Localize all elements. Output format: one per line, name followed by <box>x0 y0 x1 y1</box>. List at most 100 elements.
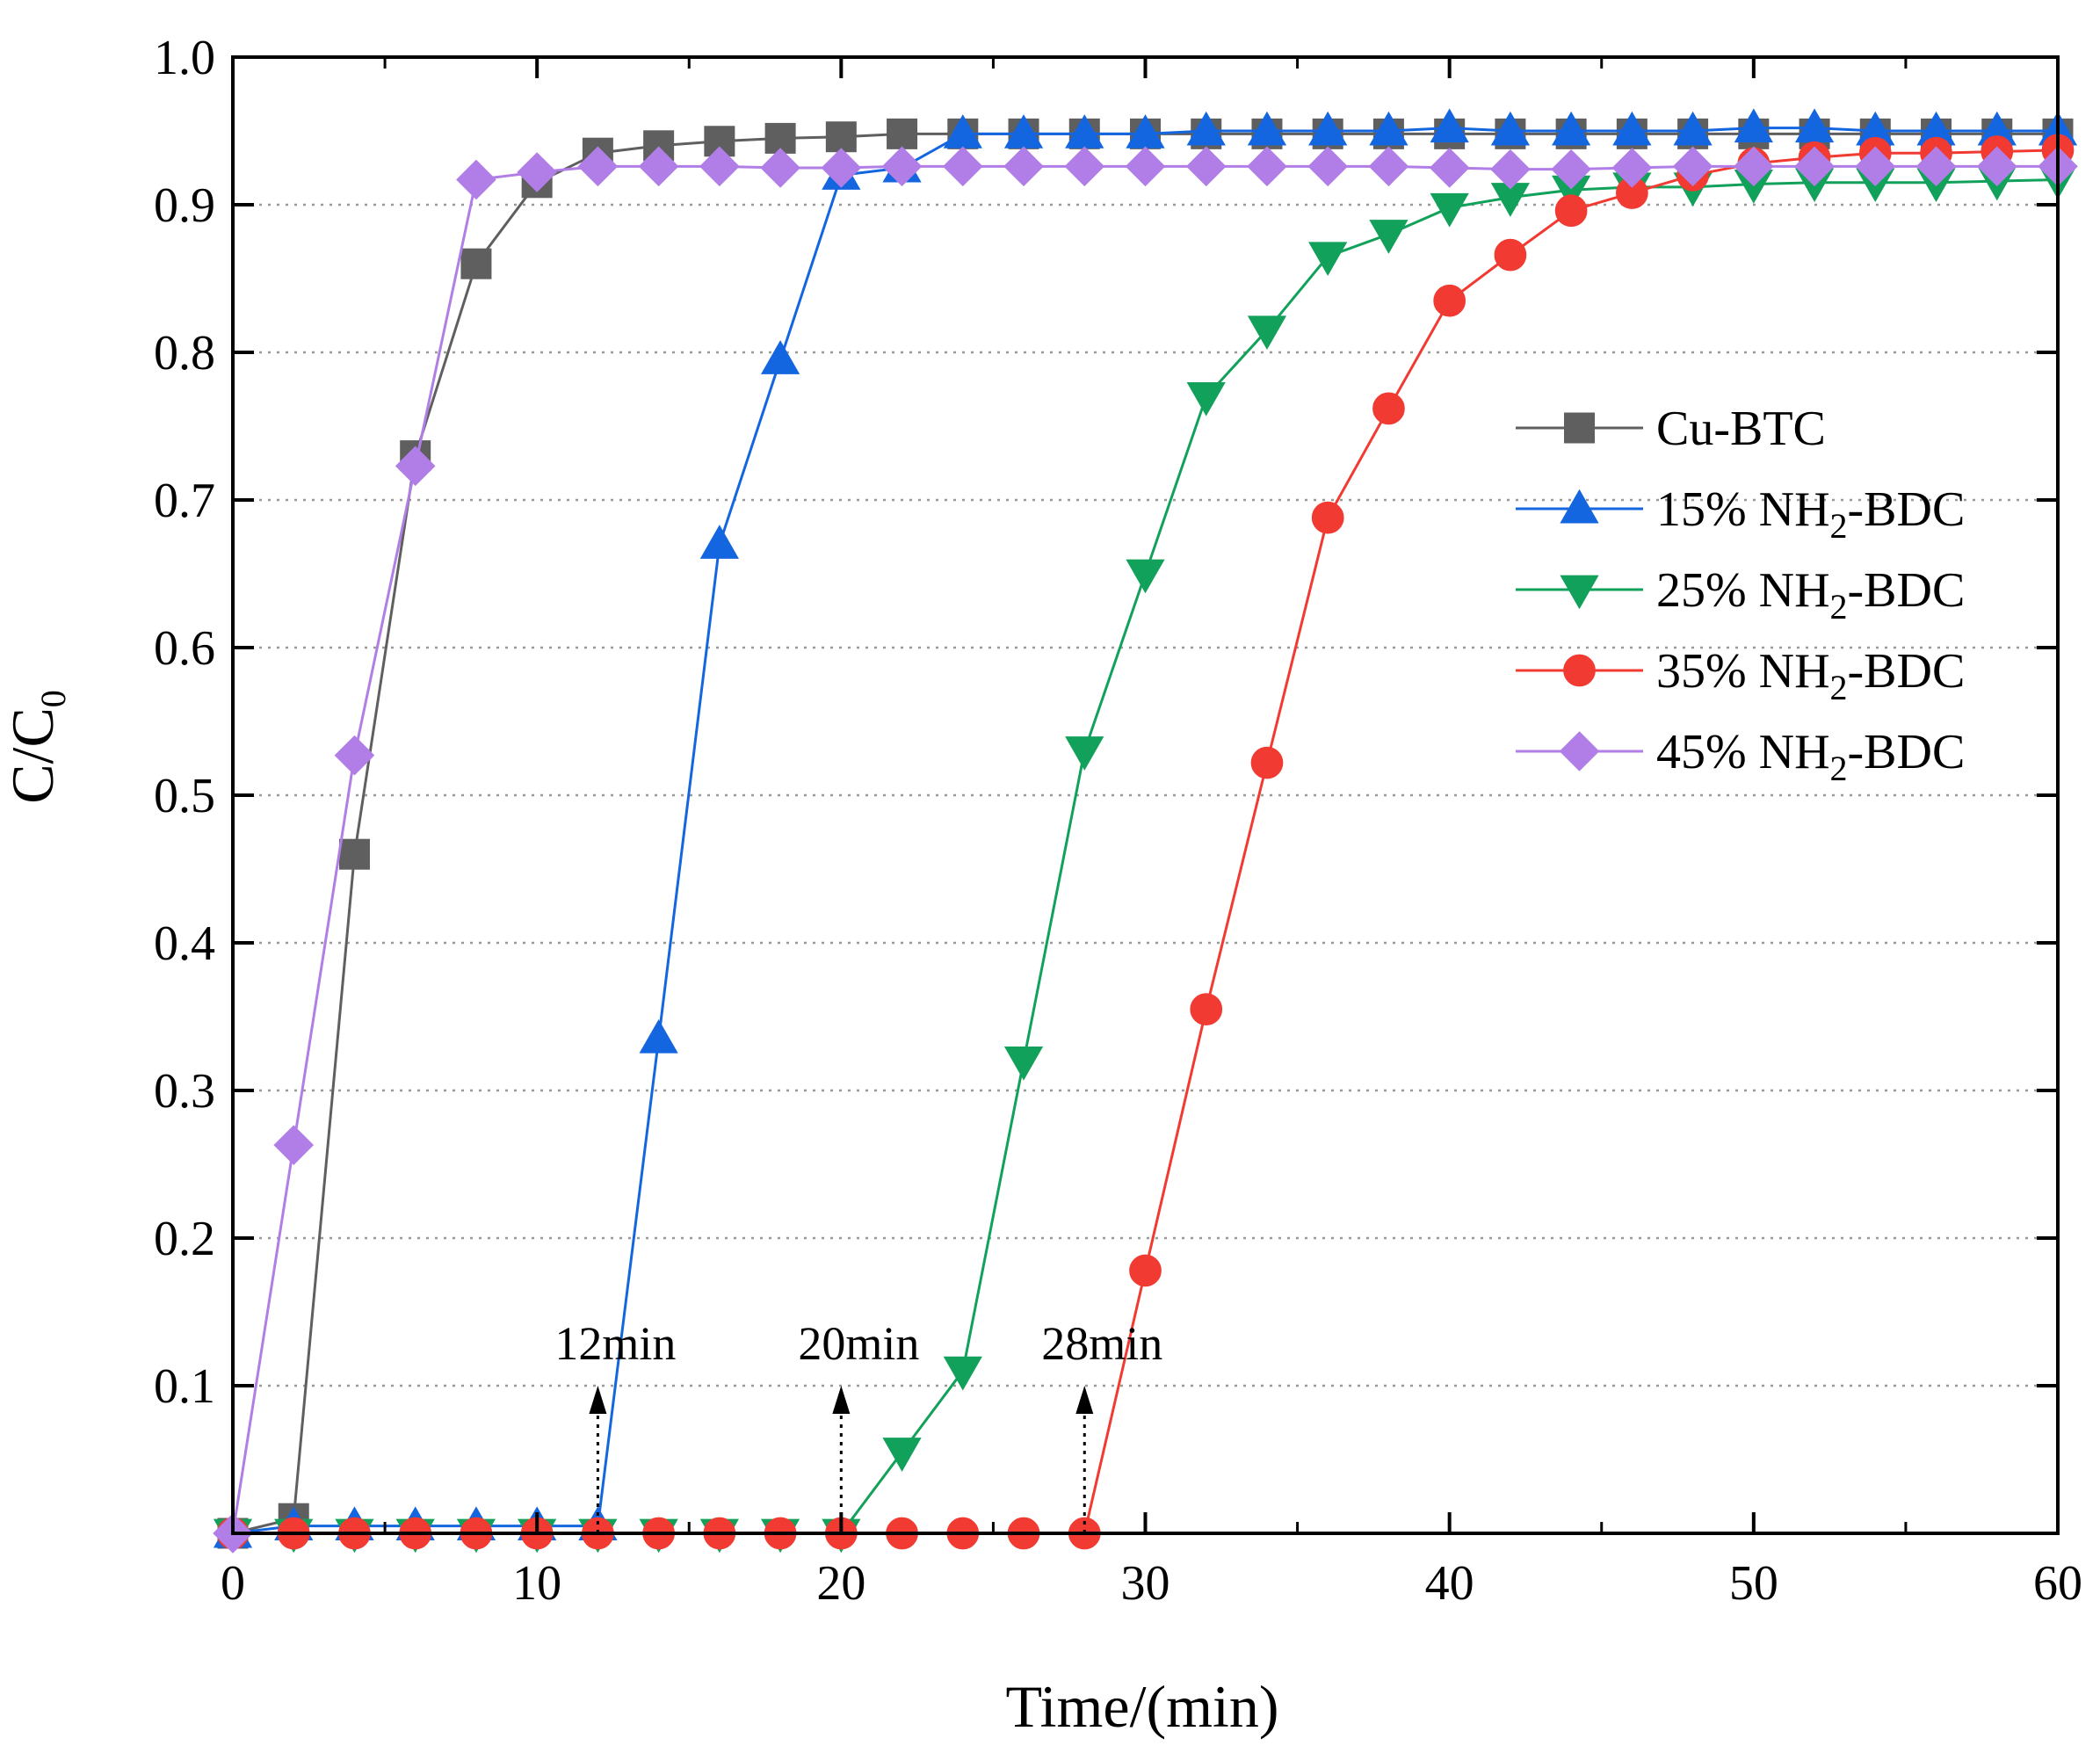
y-tick-label: 1.0 <box>154 31 215 85</box>
data-point <box>1734 146 1774 187</box>
data-point <box>1976 146 2017 187</box>
data-point <box>699 146 740 187</box>
gridlines <box>233 203 2058 1387</box>
data-point <box>577 146 619 187</box>
legend-label-sub: 2 <box>1830 668 1848 707</box>
data-point <box>825 121 857 153</box>
data-point <box>1247 111 1287 146</box>
annotation-label: 28min <box>1041 1317 1162 1370</box>
data-point <box>1372 392 1405 425</box>
legend-label-sub: 2 <box>1830 749 1848 788</box>
data-point <box>1673 111 1713 146</box>
annotations: 12min 20min 28min <box>554 1317 1162 1533</box>
data-point <box>881 146 923 187</box>
legend-label-main: 35% NH <box>1656 644 1830 699</box>
data-point <box>1190 993 1223 1025</box>
legend-label-tail: -BDC <box>1848 644 1966 699</box>
data-point <box>1915 146 1957 187</box>
data-point <box>942 146 983 187</box>
legend-label-main: 15% NH <box>1656 482 1830 537</box>
data-point <box>1612 111 1652 146</box>
data-point <box>1369 111 1408 146</box>
data-point <box>1186 111 1226 146</box>
data-point <box>1186 381 1226 417</box>
data-point <box>1551 148 1591 190</box>
x-tick-label: 20 <box>816 1556 865 1611</box>
x-tick-label: 60 <box>2033 1556 2082 1611</box>
data-point <box>1855 146 1896 187</box>
y-tick-label: 0.4 <box>154 916 215 971</box>
data-point <box>1552 111 1591 146</box>
data-point <box>395 445 436 487</box>
y-tick-label: 0.3 <box>154 1064 215 1119</box>
legend-label: Cu-BTC <box>1656 402 1826 456</box>
data-point <box>943 1356 982 1391</box>
annotation-arrowhead <box>1075 1386 1094 1414</box>
data-point <box>1247 146 1287 187</box>
data-point <box>1064 146 1105 187</box>
data-point <box>1734 108 1773 143</box>
data-point <box>1490 111 1531 146</box>
data-point <box>1308 111 1348 146</box>
x-tick-label: 10 <box>512 1556 561 1611</box>
legend-entry: 35% NH2-BDC <box>1516 644 1965 707</box>
annotation-arrowhead <box>832 1386 851 1414</box>
x-tick-label: 0 <box>221 1556 245 1611</box>
data-point <box>1369 220 1408 254</box>
data-point <box>273 1125 315 1165</box>
annotation-12min: 12min <box>554 1317 676 1533</box>
legend-label-tail: -BDC <box>1848 482 1966 537</box>
y-axis-title: C/C0 <box>0 690 73 804</box>
data-point <box>1003 146 1044 187</box>
data-point <box>1429 148 1470 188</box>
y-tick-label: 0.6 <box>154 621 215 676</box>
annotation-28min: 28min <box>1041 1317 1162 1533</box>
y-tick-label: 0.5 <box>154 769 215 823</box>
data-point <box>1308 242 1348 277</box>
data-point <box>639 1018 678 1054</box>
data-point <box>460 248 492 279</box>
legend-entry: 25% NH2-BDC <box>1516 563 1965 627</box>
legend-marker <box>1559 731 1600 771</box>
annotation-arrowhead <box>589 1386 607 1414</box>
x-tick-label: 40 <box>1425 1556 1474 1611</box>
data-point <box>1003 1046 1044 1081</box>
legend-label: 35% NH2-BDC <box>1656 644 1965 707</box>
data-point <box>1794 146 1835 187</box>
y-tick-label: 0.1 <box>154 1359 215 1414</box>
legend-label: 15% NH2-BDC <box>1656 482 1965 546</box>
y-tick-label: 0.8 <box>154 326 215 380</box>
data-point <box>1433 284 1466 317</box>
data-point <box>1065 736 1104 771</box>
data-point <box>699 525 739 559</box>
y-axis-title-main: C/C <box>0 707 66 804</box>
legend-marker <box>1560 489 1599 524</box>
data-point <box>1250 746 1284 779</box>
annotation-label: 12min <box>554 1317 676 1370</box>
series-45-nh2-bdc <box>213 146 2078 1554</box>
data-point <box>1494 238 1527 272</box>
x-tick-label: 30 <box>1121 1556 1170 1611</box>
data-point <box>1430 192 1469 228</box>
legend-label-main: 45% NH <box>1656 725 1830 779</box>
legend-marker <box>1564 412 1595 444</box>
y-tick-label: 0.2 <box>154 1212 215 1266</box>
data-point <box>1430 108 1469 143</box>
legend-entry: 45% NH2-BDC <box>1516 725 1965 788</box>
data-point <box>338 838 370 870</box>
legend-label-tail: -BDC <box>1848 563 1966 618</box>
data-point <box>517 152 557 192</box>
data-point <box>1611 148 1653 188</box>
data-point <box>1490 148 1531 190</box>
data-point <box>456 159 496 200</box>
data-point <box>1554 194 1588 228</box>
legend-marker <box>1563 654 1596 687</box>
axes: 0 10 20 30 40 50 60 0.1 0.2 0.3 0.4 0.5 0.6 0.7 0.8 0.9… <box>154 31 2082 1611</box>
data-point <box>1311 501 1344 534</box>
legend-label-tail: -BDC <box>1848 725 1966 779</box>
x-tick-label: 50 <box>1729 1556 1778 1611</box>
legend-entry: 15% NH2-BDC <box>1516 482 1965 546</box>
legend-label-sub: 2 <box>1830 506 1848 546</box>
